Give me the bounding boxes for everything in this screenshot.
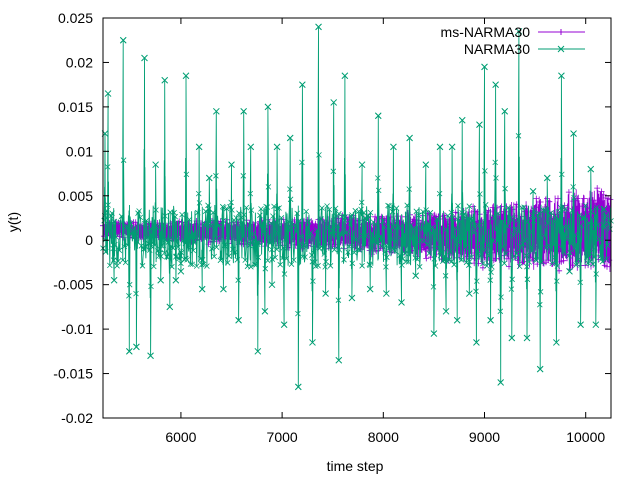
y-tick-label: 0.015 [58,99,93,115]
y-tick-label: 0.005 [58,188,93,204]
y-tick-label: 0.025 [58,10,93,26]
y-tick-label: 0.02 [66,54,93,70]
x-tick-label: 10000 [566,429,605,445]
y-tick-label: -0.005 [53,277,93,293]
y-tick-label: 0 [85,232,93,248]
x-tick-label: 7000 [267,429,298,445]
y-tick-label: -0.02 [61,410,93,426]
y-tick-label: -0.01 [61,321,93,337]
y-tick-label: -0.015 [53,366,93,382]
x-axis-label: time step [327,458,384,474]
x-tick-label: 6000 [165,429,196,445]
legend-label-ms-narma30: ms-NARMA30 [441,24,531,40]
legend-label-narma30: NARMA30 [464,41,530,57]
y-tick-label: 0.01 [66,143,93,159]
y-axis-label: y(t) [5,212,21,232]
x-tick-label: 8000 [368,429,399,445]
x-tick-label: 9000 [469,429,500,445]
